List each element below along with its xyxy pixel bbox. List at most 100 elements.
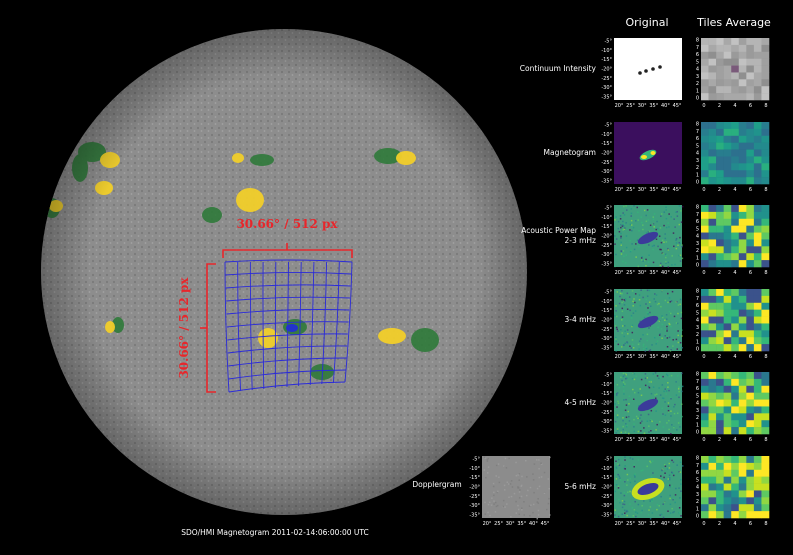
- original-y-tick-label: -15°: [601, 308, 612, 314]
- tiles-x-tick-label: 8: [764, 437, 767, 443]
- original-x-tick-label: 30°: [638, 354, 647, 360]
- original-y-tick-label: -35°: [469, 513, 480, 519]
- tiles-x-tick-label: 4: [733, 437, 736, 443]
- original-x-tick-label: 20°: [483, 521, 492, 527]
- tiles-y-tick-label: 6: [696, 303, 699, 309]
- original-y-tick-label: -5°: [605, 457, 613, 463]
- original-y-tick-label: -30°: [601, 336, 612, 342]
- tiles-y-tick-label: 1: [696, 422, 699, 428]
- panel-row: Magnetogram-5°-10°-15°-20°-25°-30°-35°20…: [544, 122, 770, 193]
- original-y-tick-label: -20°: [601, 401, 612, 407]
- tiles-y-tick-label: 3: [696, 408, 699, 414]
- tiles-x-tick-label: 2: [718, 103, 721, 109]
- original-y-tick-label: -25°: [601, 243, 612, 249]
- original-y-tick-label: -35°: [601, 346, 612, 352]
- original-x-tick-label: 25°: [626, 521, 635, 527]
- panel-row: 4-5 mHz -5° -10° -15° -20° -25° -30° -35°20° 25°…: [564, 372, 770, 443]
- tiles-y-tick-label: 4: [696, 401, 699, 407]
- original-column-header: Original: [625, 16, 668, 29]
- original-y-tick-label: -20°: [601, 318, 612, 324]
- original-image: [614, 456, 684, 520]
- tiles-x-tick-label: 8: [764, 270, 767, 276]
- original-x-tick-label: 40°: [661, 187, 670, 193]
- original-x-tick-label: 40°: [661, 103, 670, 109]
- panel-rows: Continuum Intensity -5° -10° -15° -20° -25° -3…: [520, 38, 770, 527]
- original-y-tick-label: -5°: [605, 39, 613, 45]
- tiles-y-tick-label: 2: [696, 499, 699, 505]
- tiles-y-tick-label: 0: [696, 180, 699, 186]
- original-y-tick-label: -30°: [601, 85, 612, 91]
- tiles-y-tick-label: 8: [696, 372, 699, 378]
- width-bracket: [222, 243, 353, 258]
- original-x-tick-label: 35°: [649, 187, 658, 193]
- original-y-tick-label: -15°: [601, 391, 612, 397]
- sun-caption: SDO/HMI Magnetogram 2011-02-14:06:00:00 …: [181, 528, 369, 537]
- tiles-x-tick-label: 8: [764, 354, 767, 360]
- tiles-x-tick-label: 4: [733, 270, 736, 276]
- tiles-y-tick-label: 6: [696, 470, 699, 476]
- original-y-tick-label: -10°: [601, 382, 612, 388]
- original-x-tick-label: 20°: [615, 521, 624, 527]
- tiles-x-tick-label: 8: [764, 103, 767, 109]
- original-y-tick-label: -30°: [469, 503, 480, 509]
- original-y-tick-label: -10°: [601, 466, 612, 472]
- original-y-tick-label: -30°: [601, 419, 612, 425]
- tiles-x-tick-label: 2: [718, 270, 721, 276]
- original-y-tick-label: -35°: [601, 513, 612, 519]
- row-label: 5-6 mHz: [564, 482, 596, 491]
- row-label: Acoustic Power Map: [521, 226, 596, 235]
- tiles-y-tick-label: 6: [696, 136, 699, 142]
- original-y-tick-label: -5°: [605, 123, 613, 129]
- original-y-tick-label: -35°: [601, 429, 612, 435]
- original-y-tick-label: -15°: [601, 57, 612, 63]
- tiles-y-tick-label: 8: [696, 289, 699, 295]
- tiles-y-tick-label: 1: [696, 172, 699, 178]
- tiles-y-tick-label: 7: [696, 296, 699, 302]
- tiles-x-tick-label: 0: [702, 103, 705, 109]
- original-x-tick-label: 30°: [638, 103, 647, 109]
- tiles-y-tick-label: 4: [696, 485, 699, 491]
- original-image: [614, 38, 682, 100]
- original-y-tick-label: -5°: [605, 206, 613, 212]
- tiles-y-tick-label: 4: [696, 318, 699, 324]
- original-x-tick-label: 40°: [661, 437, 670, 443]
- original-x-tick-label: 35°: [649, 270, 658, 276]
- original-y-tick-label: -25°: [601, 410, 612, 416]
- original-x-tick-label: 40°: [661, 270, 670, 276]
- tiles-x-tick-label: 6: [749, 270, 752, 276]
- tiles-y-tick-label: 0: [696, 96, 699, 102]
- tiles-average-image: [701, 205, 770, 268]
- tiles-y-tick-label: 8: [696, 205, 699, 211]
- original-y-tick-label: -10°: [601, 215, 612, 221]
- tiles-x-tick-label: 6: [749, 187, 752, 193]
- panel-row: Continuum Intensity -5° -10° -15° -20° -25° -3…: [520, 38, 770, 109]
- tiles-average-image: [701, 372, 770, 435]
- original-x-tick-label: 25°: [626, 187, 635, 193]
- tiles-y-tick-label: 6: [696, 52, 699, 58]
- original-x-tick-label: 25°: [626, 103, 635, 109]
- tiles-y-tick-label: 7: [696, 463, 699, 469]
- tiles-x-tick-label: 4: [733, 103, 736, 109]
- tiles-y-tick-label: 2: [696, 81, 699, 87]
- original-y-tick-label: -5°: [473, 457, 481, 463]
- original-y-tick-label: -20°: [469, 485, 480, 491]
- tiles-y-tick-label: 5: [696, 393, 699, 399]
- original-y-tick-label: -20°: [601, 234, 612, 240]
- tiles-x-tick-label: 4: [733, 521, 736, 527]
- tiles-y-tick-label: 5: [696, 59, 699, 65]
- tiles-y-tick-label: 3: [696, 325, 699, 331]
- original-x-tick-label: 35°: [649, 354, 658, 360]
- tiles-x-tick-label: 4: [733, 354, 736, 360]
- original-x-tick-label: 35°: [649, 103, 658, 109]
- original-x-tick-label: 30°: [506, 521, 515, 527]
- original-x-tick-label: 45°: [673, 437, 682, 443]
- tiles-y-tick-label: 0: [696, 430, 699, 436]
- original-x-tick-label: 45°: [673, 270, 682, 276]
- original-y-tick-label: -5°: [605, 290, 613, 296]
- original-image: [614, 122, 682, 184]
- original-y-tick-label: -15°: [601, 224, 612, 230]
- row-label: 2-3 mHz: [564, 236, 596, 245]
- tiles-x-tick-label: 0: [702, 270, 705, 276]
- tiles-average-image: [701, 38, 770, 101]
